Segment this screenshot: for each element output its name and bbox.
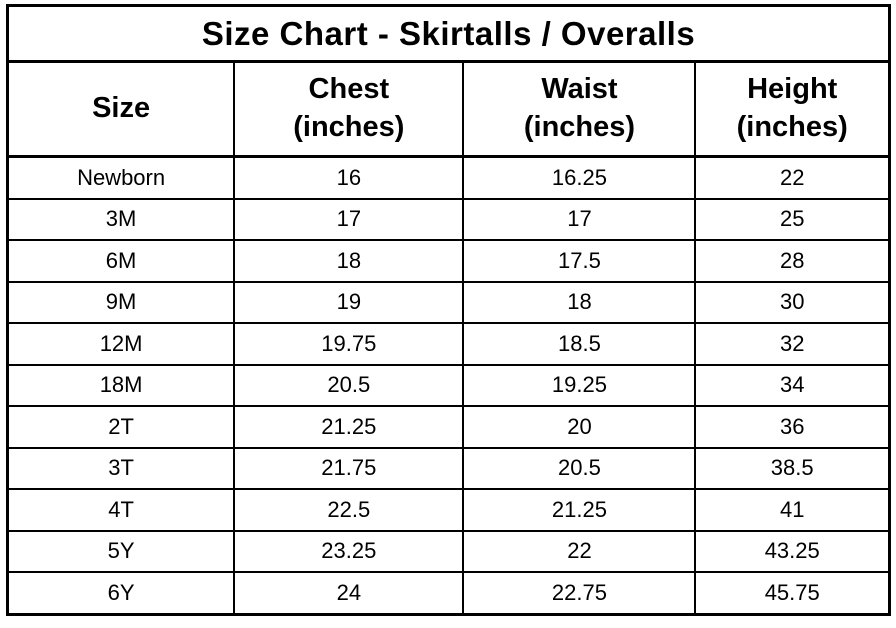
- size-cell: 6M: [6, 239, 236, 283]
- table-row: 5Y 23.25 22 43.25: [6, 529, 891, 573]
- title-row: Size Chart - Skirtalls / Overalls: [6, 4, 891, 63]
- height-cell: 41: [694, 488, 891, 532]
- height-cell: 34: [694, 363, 891, 407]
- table-row: 4T 22.5 21.25 41: [6, 488, 891, 532]
- waist-cell: 20.5: [462, 446, 697, 490]
- size-cell: 3M: [6, 197, 236, 241]
- height-cell: 25: [694, 197, 891, 241]
- height-cell: 38.5: [694, 446, 891, 490]
- waist-cell: 22.75: [462, 571, 697, 615]
- chest-cell: 19: [233, 280, 465, 324]
- chest-cell: 17: [233, 197, 465, 241]
- chest-cell: 23.25: [233, 529, 465, 573]
- table-row: 18M 20.5 19.25 34: [6, 363, 891, 407]
- table-row: 2T 21.25 20 36: [6, 405, 891, 449]
- size-cell: 18M: [6, 363, 236, 407]
- table-row: 9M 19 18 30: [6, 280, 891, 324]
- waist-cell: 17.5: [462, 239, 697, 283]
- chest-cell: 21.75: [233, 446, 465, 490]
- height-cell: 45.75: [694, 571, 891, 615]
- size-cell: Newborn: [6, 155, 236, 200]
- waist-cell: 16.25: [462, 155, 697, 200]
- chest-cell: 18: [233, 239, 465, 283]
- waist-cell: 18.5: [462, 322, 697, 366]
- chest-cell: 16: [233, 155, 465, 200]
- waist-cell: 21.25: [462, 488, 697, 532]
- table-row: 3M 17 17 25: [6, 197, 891, 241]
- height-cell: 43.25: [694, 529, 891, 573]
- chest-cell: 24: [233, 571, 465, 615]
- column-header-size: Size: [6, 60, 236, 158]
- waist-cell: 22: [462, 529, 697, 573]
- size-chart-table: Size Chart - Skirtalls / Overalls Size C…: [6, 4, 891, 616]
- height-cell: 28: [694, 239, 891, 283]
- size-chart-title: Size Chart - Skirtalls / Overalls: [6, 4, 891, 63]
- size-cell: 12M: [6, 322, 236, 366]
- waist-cell: 20: [462, 405, 697, 449]
- header-row: Size Chest (inches) Waist (inches) Heigh…: [6, 60, 891, 158]
- column-header-waist: Waist (inches): [462, 60, 697, 158]
- size-cell: 5Y: [6, 529, 236, 573]
- height-cell: 32: [694, 322, 891, 366]
- size-cell: 9M: [6, 280, 236, 324]
- table-row: 6Y 24 22.75 45.75: [6, 571, 891, 615]
- height-cell: 22: [694, 155, 891, 200]
- table-row: 3T 21.75 20.5 38.5: [6, 446, 891, 490]
- chest-cell: 20.5: [233, 363, 465, 407]
- waist-cell: 18: [462, 280, 697, 324]
- table-row: Newborn 16 16.25 22: [6, 155, 891, 200]
- chest-cell: 21.25: [233, 405, 465, 449]
- height-cell: 30: [694, 280, 891, 324]
- column-header-chest: Chest (inches): [233, 60, 465, 158]
- size-cell: 3T: [6, 446, 236, 490]
- size-cell: 6Y: [6, 571, 236, 615]
- chest-cell: 19.75: [233, 322, 465, 366]
- height-cell: 36: [694, 405, 891, 449]
- waist-cell: 17: [462, 197, 697, 241]
- size-cell: 2T: [6, 405, 236, 449]
- waist-cell: 19.25: [462, 363, 697, 407]
- column-header-height: Height (inches): [694, 60, 891, 158]
- size-cell: 4T: [6, 488, 236, 532]
- table-row: 12M 19.75 18.5 32: [6, 322, 891, 366]
- chest-cell: 22.5: [233, 488, 465, 532]
- table-row: 6M 18 17.5 28: [6, 239, 891, 283]
